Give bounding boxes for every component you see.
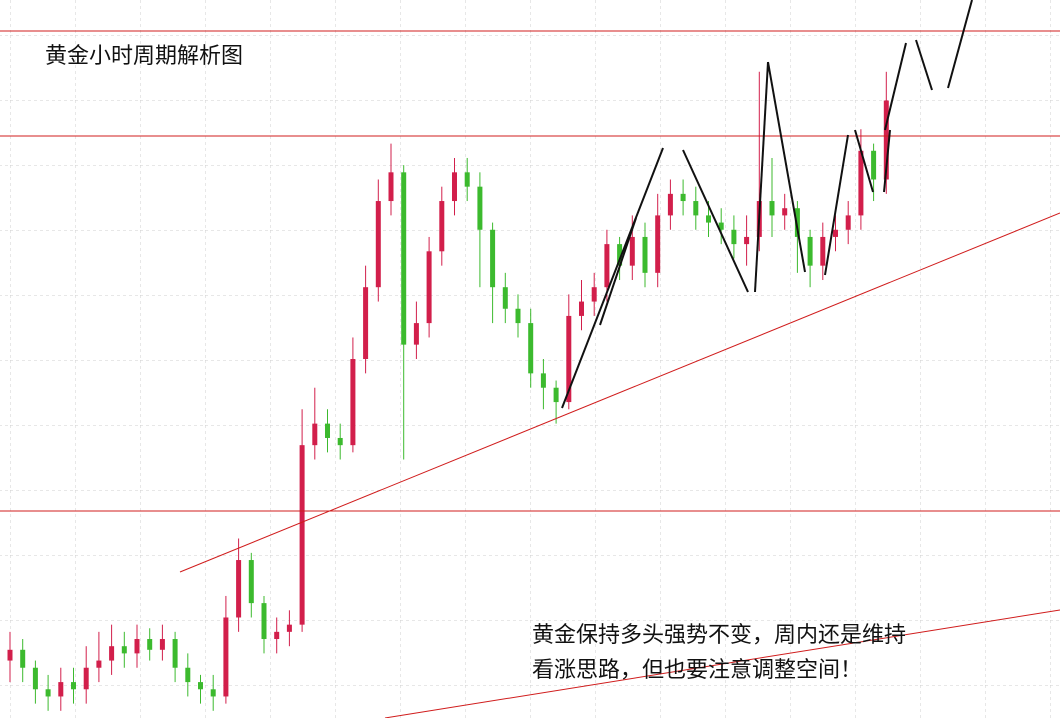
candle-body (667, 193, 673, 216)
candle-body (159, 639, 165, 650)
candle-body (655, 215, 661, 273)
wave-line (754, 61, 769, 293)
candle-body (845, 215, 851, 230)
candle-body (833, 229, 838, 237)
chart-title: 黄金小时周期解析图 (45, 44, 243, 69)
wave-lines (561, 0, 973, 409)
candle-body (820, 236, 826, 266)
candle-body (388, 172, 394, 202)
candle-body (490, 229, 496, 288)
wave-line (854, 129, 874, 193)
wave-line (884, 42, 907, 131)
candle-body (871, 150, 877, 180)
candle-body (744, 236, 750, 245)
candle-body (591, 287, 597, 302)
candle-body (706, 215, 711, 223)
wave-line (947, 0, 973, 89)
candle-body (147, 639, 153, 650)
candle-body (109, 646, 115, 661)
candle-body (617, 244, 623, 266)
candles (7, 71, 889, 711)
annotation: 黄金保持多头强势不变，周内还是维持 (532, 623, 906, 648)
candle-body (452, 172, 457, 202)
candle-body (261, 603, 267, 640)
candle-body (134, 639, 140, 654)
candle-body (769, 201, 775, 216)
candle-body (566, 315, 572, 403)
candle-body (718, 222, 724, 230)
candle-body (45, 689, 51, 697)
candle-body (413, 323, 419, 345)
levels (0, 30, 1060, 718)
candle-body (286, 624, 292, 632)
candle-body (83, 667, 89, 690)
candle-body (731, 229, 737, 245)
candle-body (312, 423, 318, 446)
wave-line (824, 134, 849, 276)
candle-body (185, 667, 191, 683)
candle-body (20, 649, 26, 668)
annotation: 看涨思路，但也要注意调整空间！ (532, 658, 862, 683)
candle-body (223, 617, 229, 697)
candle-body (198, 682, 203, 690)
candle-body (477, 186, 483, 230)
candle-body (337, 437, 343, 446)
candle-body (540, 373, 546, 388)
wave-line (915, 39, 933, 91)
candle-body (350, 359, 356, 446)
candle-body (121, 646, 127, 654)
candle-body (794, 208, 800, 237)
candle-body (325, 423, 330, 438)
candle-body (274, 631, 280, 640)
candle-body (210, 689, 216, 697)
candle-body (401, 172, 407, 345)
candle-body (96, 660, 102, 668)
candle-body (858, 150, 864, 216)
candle-body (58, 682, 64, 697)
trend-line (384, 609, 1060, 718)
candle-body (248, 560, 254, 604)
candle-body (515, 308, 521, 324)
candle-body (528, 323, 534, 374)
candle-body (375, 201, 381, 288)
candle-body (236, 560, 242, 618)
candle-body (363, 287, 369, 359)
candle-body (604, 244, 610, 288)
candle-body (680, 193, 686, 202)
wave-line (561, 147, 664, 409)
candle-body (629, 236, 635, 266)
candle-body (883, 100, 889, 180)
candle-body (807, 236, 813, 266)
candle-body (553, 387, 559, 403)
trend-line (179, 212, 1060, 573)
candle-body (426, 251, 432, 324)
candle-body (172, 639, 178, 668)
candle-body (439, 201, 445, 252)
candle-body (464, 172, 470, 187)
candle-body (7, 649, 13, 661)
candle-body (32, 667, 38, 690)
candle-body (642, 236, 648, 273)
candle-body (502, 287, 508, 309)
wave-line (682, 149, 749, 293)
candle-body (693, 201, 699, 216)
candle-body (71, 682, 76, 690)
wave-line (767, 61, 806, 273)
candle-body (579, 301, 584, 316)
wave-line (599, 217, 637, 326)
candle-body (782, 208, 788, 216)
wave-line (883, 129, 891, 193)
candle-body (299, 445, 305, 625)
